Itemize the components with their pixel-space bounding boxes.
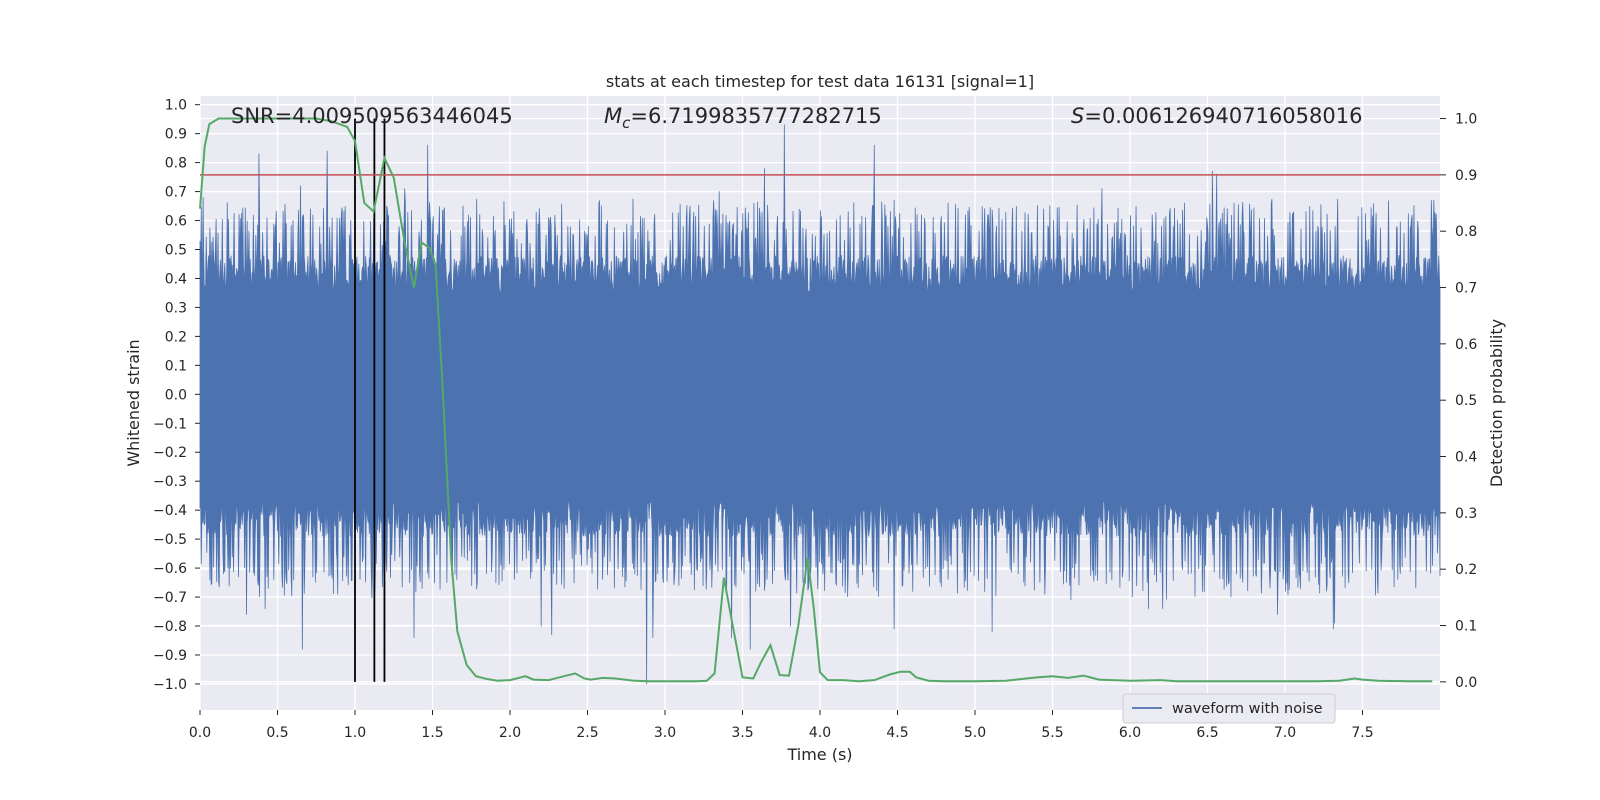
x-tick-label: 4.5 bbox=[886, 725, 908, 741]
y-right-tick-label: 0.5 bbox=[1455, 393, 1477, 409]
waveform-envelope bbox=[199, 124, 1441, 685]
x-tick-label: 3.5 bbox=[731, 725, 753, 741]
x-tick-label: 0.0 bbox=[189, 725, 211, 741]
x-tick-label: 5.5 bbox=[1041, 725, 1063, 741]
chirp-mass-symbol: M bbox=[604, 104, 622, 128]
legend: waveform with noise bbox=[1122, 693, 1336, 724]
y-left-tick-label: −0.6 bbox=[153, 561, 187, 577]
y-right-tick-label: 0.6 bbox=[1455, 337, 1477, 353]
y-right-tick-label: 0.3 bbox=[1455, 506, 1477, 522]
y-right-tick-label: 0.2 bbox=[1455, 562, 1477, 578]
y-left-tick-label: −0.8 bbox=[153, 619, 187, 635]
x-tick-label: 2.5 bbox=[576, 725, 598, 741]
x-tick-label: 3.0 bbox=[654, 725, 676, 741]
y-left-tick-label: 0.5 bbox=[165, 243, 187, 259]
y-right-tick-labels: 1.0 0.9 0.8 0.7 0.6 0.5 0.4 0.3 0.2 0.1 0.0 bbox=[1440, 112, 1477, 691]
y-right-tick-label: 0.7 bbox=[1455, 281, 1477, 297]
y-left-tick-label: 0.1 bbox=[165, 358, 187, 374]
chart-title: stats at each timestep for test data 161… bbox=[606, 72, 1034, 91]
y-left-tick-label: 0.7 bbox=[165, 185, 187, 201]
y-right-tick-label: 0.9 bbox=[1455, 168, 1477, 184]
legend-entry: waveform with noise bbox=[1172, 701, 1323, 717]
detection-probability-series bbox=[199, 117, 1433, 683]
y-left-tick-label: −0.7 bbox=[153, 590, 187, 606]
x-tick-label: 7.0 bbox=[1274, 725, 1296, 741]
y-left-tick-label: −0.4 bbox=[153, 503, 187, 519]
y-left-tick-label: 0.3 bbox=[165, 300, 187, 316]
y-left-tick-label: 1.0 bbox=[165, 98, 187, 114]
y-right-tick-label: 0.0 bbox=[1455, 675, 1477, 691]
y-right-tick-label: 0.4 bbox=[1455, 450, 1477, 466]
x-tick-label: 4.0 bbox=[809, 725, 831, 741]
y-left-tick-label: 0.9 bbox=[165, 127, 187, 143]
snr-annotation: SNR=4.009509563446045 bbox=[231, 104, 513, 128]
y-left-tick-label: 0.0 bbox=[165, 387, 187, 403]
s-value: =0.006126940716058016 bbox=[1084, 104, 1362, 128]
y-right-tick-label: 0.8 bbox=[1455, 224, 1477, 240]
y-left-tick-label: −0.9 bbox=[153, 648, 187, 664]
y-left-tick-label: 0.8 bbox=[165, 156, 187, 172]
s-symbol: S bbox=[1071, 104, 1084, 128]
y-left-tick-label: 0.2 bbox=[165, 329, 187, 345]
chirp-mass-annotation: Mc=6.7199835777282715 bbox=[604, 104, 882, 132]
x-tick-label: 2.0 bbox=[499, 725, 521, 741]
y-right-tick-label: 0.1 bbox=[1455, 619, 1477, 635]
y-left-tick-label: −0.2 bbox=[153, 445, 187, 461]
x-axis-label: Time (s) bbox=[786, 745, 852, 764]
x-tick-label: 0.5 bbox=[266, 725, 288, 741]
y-left-tick-labels: 1.0 0.9 0.8 0.7 0.6 0.5 0.4 0.3 0.2 0.1 0.0 −0.1 −0.… bbox=[153, 98, 200, 693]
chirp-mass-subscript: c bbox=[622, 114, 631, 132]
y-left-tick-label: −0.3 bbox=[153, 474, 187, 490]
s-annotation: S=0.006126940716058016 bbox=[1071, 104, 1362, 128]
x-tick-labels: 0.0 0.5 1.0 1.5 2.0 2.5 3.0 3.5 4.0 4.5 5.0 5.5 6.0 6… bbox=[189, 710, 1374, 741]
y-left-tick-label: −0.5 bbox=[153, 532, 187, 548]
legend-box bbox=[1122, 693, 1336, 724]
x-tick-label: 5.0 bbox=[964, 725, 986, 741]
y-left-tick-label: −0.1 bbox=[153, 416, 187, 432]
x-tick-label: 7.5 bbox=[1351, 725, 1373, 741]
y-right-tick-label: 1.0 bbox=[1455, 112, 1477, 128]
y-left-tick-label: 0.6 bbox=[165, 214, 187, 230]
x-tick-label: 6.5 bbox=[1196, 725, 1218, 741]
chirp-mass-value: =6.7199835777282715 bbox=[630, 104, 881, 128]
y-right-axis-label: Detection probability bbox=[1487, 319, 1506, 487]
x-tick-label: 1.0 bbox=[344, 725, 366, 741]
x-tick-label: 1.5 bbox=[421, 725, 443, 741]
y-left-axis-label: Whitened strain bbox=[124, 339, 143, 466]
waveform-series bbox=[199, 124, 1441, 685]
x-tick-label: 6.0 bbox=[1119, 725, 1141, 741]
y-left-tick-label: 0.4 bbox=[165, 271, 187, 287]
y-left-tick-label: −1.0 bbox=[153, 677, 187, 693]
